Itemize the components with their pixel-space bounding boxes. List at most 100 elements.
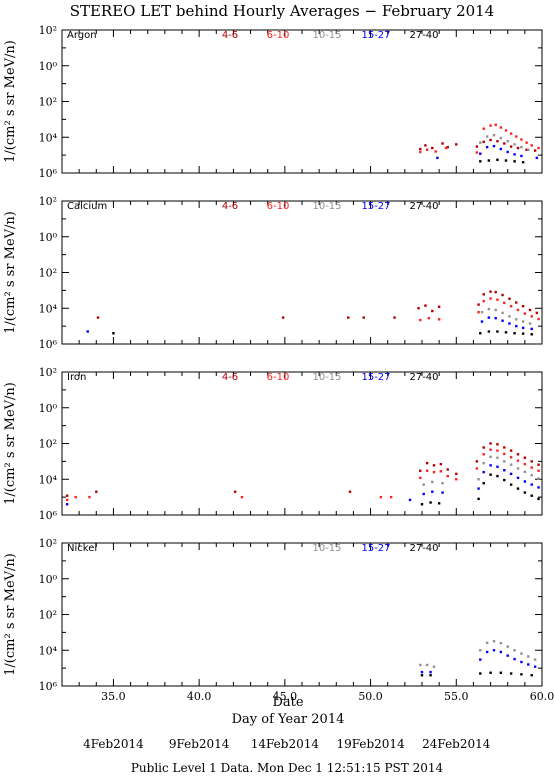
data-point (389, 495, 393, 499)
data-point (393, 316, 396, 319)
data-point (509, 449, 513, 452)
data-point (112, 332, 115, 335)
data-point (503, 301, 506, 305)
data-point (499, 671, 503, 674)
data-point (523, 462, 527, 466)
y-tick-label: 10² (39, 366, 57, 379)
data-point (417, 307, 420, 310)
data-point (508, 297, 511, 300)
data-point (437, 318, 441, 321)
data-point (509, 483, 513, 486)
data-point (494, 308, 497, 312)
data-point (482, 140, 485, 144)
data-point (506, 140, 509, 143)
data-point (347, 316, 350, 319)
legend-entry: 10-15 (312, 543, 341, 554)
data-point (515, 135, 518, 138)
data-point (480, 320, 484, 323)
data-point (496, 456, 499, 459)
legend-entry: 4-6 (222, 372, 238, 383)
data-point (74, 495, 77, 499)
data-point (441, 482, 444, 485)
data-point (506, 150, 509, 154)
data-point (86, 330, 89, 333)
data-point (427, 316, 431, 320)
y-axis-label: 1/(cm² s sr MeV/n) (3, 211, 18, 334)
data-point (530, 473, 533, 477)
data-point (475, 145, 479, 148)
data-point (506, 645, 509, 648)
data-point (482, 299, 485, 303)
data-point (485, 650, 489, 654)
data-point (489, 442, 492, 445)
data-point (477, 311, 480, 314)
data-point (477, 497, 480, 501)
date-tick-label: 19Feb2014 (336, 737, 405, 751)
data-point (516, 476, 520, 480)
legend-entry: 15-27 (361, 30, 390, 41)
data-point (509, 472, 513, 476)
data-point (424, 144, 427, 147)
data-point (477, 478, 480, 481)
date-tick-label: 4Feb2014 (83, 737, 144, 751)
data-point (422, 483, 425, 486)
y-tick-label: 10² (39, 195, 57, 208)
data-point (515, 324, 518, 328)
panel-element-name: Calcium (67, 201, 107, 212)
data-point (513, 332, 516, 335)
legend-entry: 4-6 (222, 30, 238, 41)
data-point (533, 658, 537, 661)
data-point (482, 293, 485, 296)
data-point (436, 156, 439, 160)
y-tick-label: 10⁶ (39, 509, 58, 522)
data-point (499, 126, 503, 129)
data-point (509, 672, 513, 675)
data-point (431, 480, 434, 484)
data-point (516, 487, 520, 490)
data-point (429, 674, 432, 677)
panel-argon: 10⁶ 10⁴ 10² 10⁰ 10² 1/(cm² s sr MeV/n) Argon 4-… (3, 24, 543, 180)
legend-entry: 27-40 (409, 372, 438, 383)
data-point (537, 146, 540, 150)
y-tick-label: 10⁰ (39, 231, 58, 244)
data-point (516, 467, 520, 470)
legend-entry: 10-15 (312, 372, 341, 383)
data-point (503, 452, 506, 456)
data-point (96, 316, 100, 319)
data-point (537, 497, 540, 501)
data-point (487, 159, 491, 162)
data-point (425, 469, 429, 472)
data-point (499, 641, 503, 645)
footer-text: Public Level 1 Data. Mon Dec 1 12:51:15 … (131, 761, 444, 775)
data-point (509, 305, 513, 308)
data-point (521, 332, 525, 335)
y-tick-label: 10⁰ (39, 402, 58, 415)
data-point (419, 663, 422, 667)
data-point (479, 141, 482, 144)
data-point (515, 318, 518, 321)
plot-frame (61, 200, 543, 345)
data-point (530, 483, 533, 486)
data-point (425, 663, 429, 667)
data-point (437, 502, 441, 505)
data-point (489, 464, 492, 467)
data-point (439, 462, 443, 466)
y-tick-label: 10⁴ (39, 644, 58, 657)
data-point (525, 141, 528, 144)
y-tick-label: 10⁰ (39, 573, 58, 586)
legend-entry: 10-15 (312, 30, 341, 41)
data-point (504, 129, 508, 132)
data-point (530, 144, 533, 147)
data-point (420, 674, 424, 677)
data-point (455, 478, 458, 481)
data-point (480, 311, 484, 314)
data-point (530, 674, 533, 677)
data-point (446, 145, 449, 149)
x-tick-label: 55.0 (444, 690, 469, 703)
y-tick-label: 10⁶ (39, 680, 58, 693)
y-axis-label: 1/(cm² s sr MeV/n) (3, 553, 18, 676)
data-point (496, 330, 499, 333)
y-tick-label: 10² (39, 537, 57, 550)
panel-nickel: 10⁶ 10⁴ 10² 10⁰ 10² 1/(cm² s sr MeV/n) Nickel 1… (3, 537, 543, 693)
